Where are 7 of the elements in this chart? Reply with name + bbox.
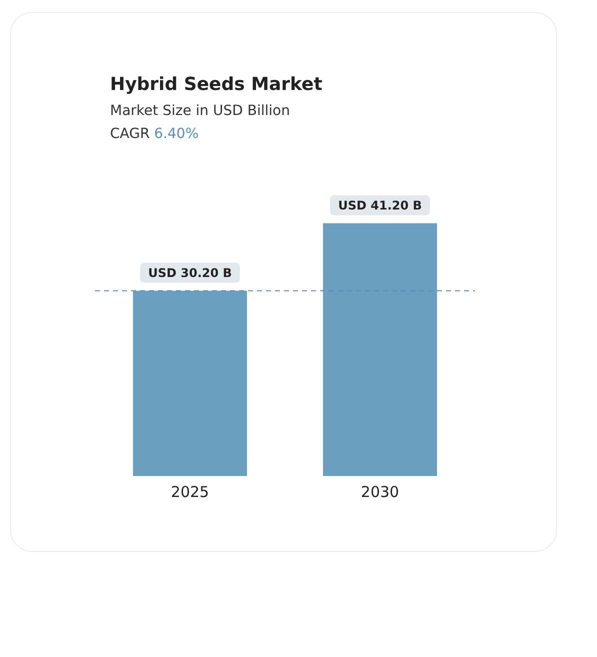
chart-subtitle: Market Size in USD Billion (110, 103, 290, 119)
data-label: USD 30.20 B (148, 266, 232, 280)
x-tick-label: 2025 (170, 482, 210, 501)
data-label: USD 41.20 B (338, 198, 422, 212)
text: CAGR 6.40% (110, 126, 199, 142)
x-tick-label: 2030 (360, 482, 400, 501)
chart-title: Hybrid Seeds Market (110, 74, 322, 95)
